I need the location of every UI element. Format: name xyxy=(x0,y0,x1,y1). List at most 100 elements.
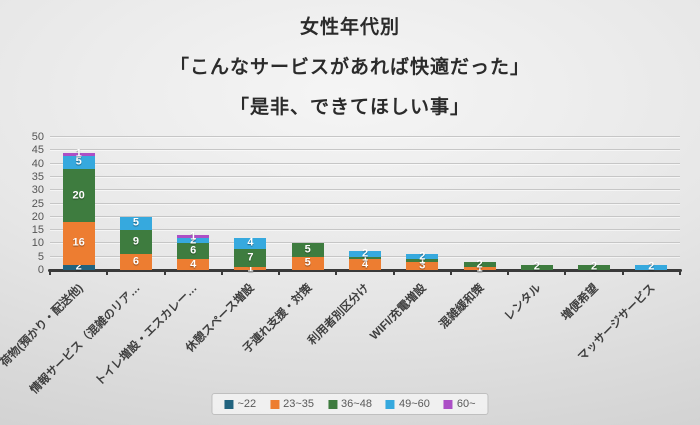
bar-segment: 5 xyxy=(119,216,152,231)
value-label: 1 xyxy=(75,147,82,160)
value-label: 5 xyxy=(304,243,311,256)
gridline xyxy=(50,202,680,204)
x-axis-tick xyxy=(679,270,681,275)
bar-segment: 1 xyxy=(234,263,267,274)
value-label: 1 xyxy=(247,262,254,275)
legend-swatch xyxy=(270,399,280,409)
x-axis-tick xyxy=(564,270,567,275)
bar-segment: 4 xyxy=(349,259,381,270)
value-label: 20 xyxy=(72,189,85,202)
bar-segment: 1 xyxy=(463,263,496,274)
value-label: 2 xyxy=(75,260,82,273)
legend-item: ~22 xyxy=(224,398,256,410)
value-label: 2 xyxy=(419,250,426,263)
legend-label: 23~35 xyxy=(283,398,315,410)
value-label: 2 xyxy=(361,247,369,260)
gridline xyxy=(50,229,680,231)
title-line-3: 「是非、できてほしい事」 xyxy=(229,97,470,118)
bar-segment: 4 xyxy=(177,258,210,271)
bar-segment: 2 xyxy=(463,258,496,271)
y-axis-tick-label: 5 xyxy=(37,250,44,263)
bar-segment: 9 xyxy=(119,230,152,255)
legend-item: 60~ xyxy=(443,398,476,410)
value-label: 1 xyxy=(190,230,197,243)
bar-segment: 1 xyxy=(349,252,381,263)
gridline xyxy=(50,162,680,164)
value-label: 7 xyxy=(247,251,254,264)
bar-segment: 7 xyxy=(234,248,267,268)
x-axis-tick xyxy=(220,270,223,275)
value-label: 5 xyxy=(132,216,139,229)
value-label: 4 xyxy=(190,258,197,271)
x-axis-tick xyxy=(106,270,109,275)
value-label: 4 xyxy=(247,236,254,249)
y-axis-tick-label: 30 xyxy=(31,184,44,197)
legend-item: 23~35 xyxy=(270,398,314,410)
legend-label: 49~60 xyxy=(398,398,430,410)
gridline xyxy=(50,189,680,191)
bar-segment: 2 xyxy=(520,260,553,273)
bar-segment: 20 xyxy=(62,168,95,223)
title-line-2: 「こんなサービスがあれば快適だった」 xyxy=(169,57,530,78)
legend-label: 36~48 xyxy=(341,398,372,410)
bar-segment: 1 xyxy=(177,231,210,242)
y-axis-tick-label: 35 xyxy=(31,170,44,183)
value-label: 9 xyxy=(132,235,139,248)
x-axis-tick xyxy=(163,270,166,275)
value-label: 3 xyxy=(419,259,426,272)
x-axis-tick xyxy=(278,270,281,275)
x-axis-tick xyxy=(335,270,338,275)
value-label: 2 xyxy=(190,234,197,247)
bar-segment: 2 xyxy=(177,234,210,247)
value-label: 1 xyxy=(476,262,483,275)
legend-item: 49~60 xyxy=(385,398,430,410)
plot-area: 2 16 20 5 1 6 9 5 4 6 2 1 1 7 4 5 5 4 1 2 3 1 2 1 2 2 2 2 xyxy=(48,136,682,275)
gridline xyxy=(50,215,680,217)
bar-segment: 2 xyxy=(62,260,95,273)
y-axis-tick-label: 50 xyxy=(31,131,44,143)
x-axis-tick xyxy=(49,270,51,275)
bar-segment: 5 xyxy=(291,256,324,270)
title-line-1: 女性年代別 xyxy=(299,17,400,38)
bar-segment: 3 xyxy=(406,259,439,272)
bar-segment: 6 xyxy=(119,254,152,270)
value-label: 1 xyxy=(361,251,369,264)
bar-segment: 6 xyxy=(177,243,210,260)
value-label: 6 xyxy=(190,244,197,257)
value-label: 2 xyxy=(533,260,540,273)
legend-swatch xyxy=(328,399,338,409)
gridline xyxy=(50,175,680,177)
bar-segment: 2 xyxy=(406,250,439,263)
value-label: 2 xyxy=(591,260,598,273)
bar-segment: 1 xyxy=(406,255,439,266)
y-axis-tick-label: 45 xyxy=(31,144,44,157)
legend-swatch xyxy=(224,399,234,409)
x-axis-tick xyxy=(621,270,624,275)
bar-segment: 2 xyxy=(578,260,611,273)
y-axis-tick-label: 15 xyxy=(31,224,44,237)
x-axis-tick xyxy=(392,270,395,275)
bar-segment: 2 xyxy=(349,248,381,259)
value-label: 1 xyxy=(419,254,426,267)
legend-swatch xyxy=(443,399,453,409)
legend-label: 60~ xyxy=(456,398,476,410)
x-axis-tick xyxy=(449,270,452,275)
bar-segment: 5 xyxy=(62,155,95,169)
legend-label: ~22 xyxy=(237,398,257,410)
value-label: 5 xyxy=(304,256,311,269)
x-axis-line xyxy=(48,269,682,272)
value-label: 5 xyxy=(75,155,82,168)
value-label: 4 xyxy=(361,258,369,271)
chart-title: 女性年代別 「こんなサービスがあれば快適だった」 「是非、できてほしい事」 xyxy=(0,8,700,128)
y-axis-tick-label: 20 xyxy=(31,210,44,223)
legend-item: 36~48 xyxy=(328,398,372,410)
y-axis-tick-label: 40 xyxy=(31,157,44,170)
value-label: 16 xyxy=(72,236,85,249)
gridline xyxy=(50,136,680,137)
bar-segment: 4 xyxy=(234,236,267,249)
legend: ~22 23~35 36~48 49~60 60~ xyxy=(211,393,489,415)
x-axis-tick xyxy=(507,270,510,275)
legend-swatch xyxy=(385,399,395,409)
value-label: 2 xyxy=(476,258,483,271)
